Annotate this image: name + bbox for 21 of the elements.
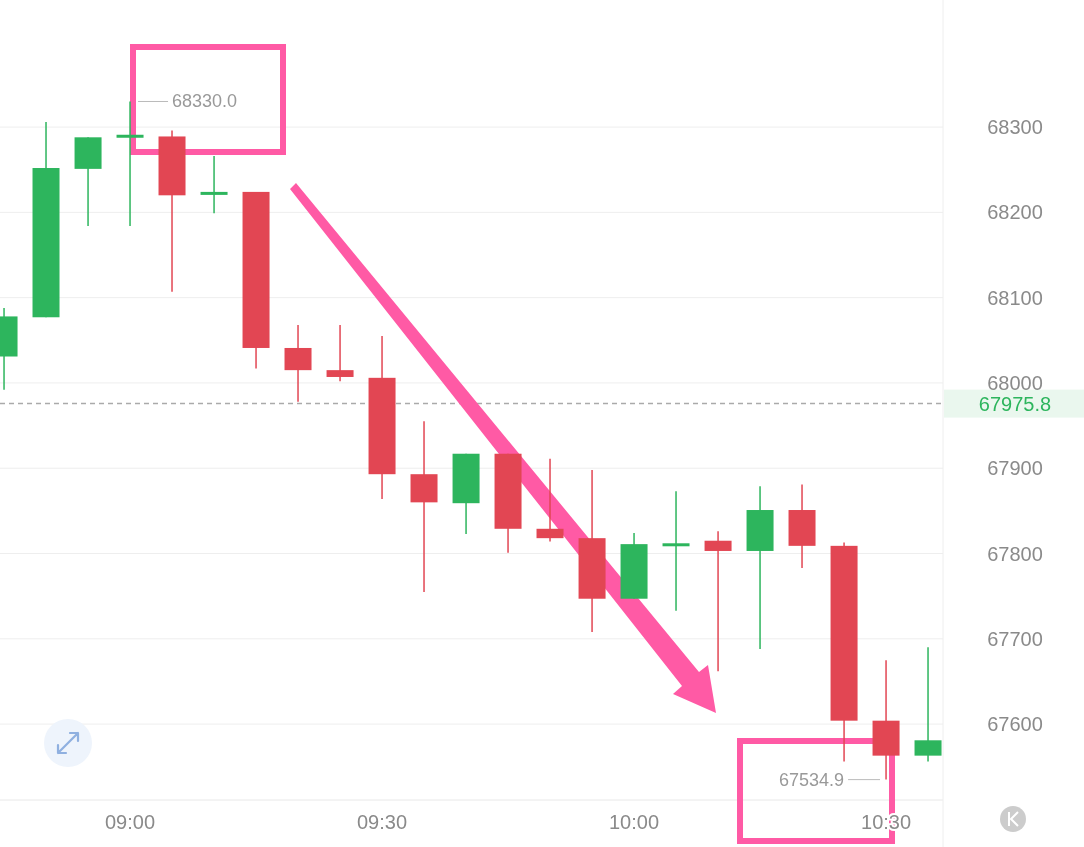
x-tick-label: 09:00 — [105, 811, 156, 833]
x-tick-label: 09:30 — [357, 811, 408, 833]
candlestick — [116, 100, 144, 227]
y-tick-label: 68200 — [987, 201, 1043, 224]
y-tick-label: 68000 — [987, 371, 1043, 394]
candlestick — [914, 646, 942, 763]
candlestick — [200, 155, 228, 214]
candlestick — [662, 490, 690, 612]
y-tick-label: 67700 — [987, 627, 1043, 650]
y-tick-label: 68300 — [987, 116, 1043, 139]
y-tick-label: 68100 — [987, 286, 1043, 309]
y-tick-label: 67900 — [987, 457, 1043, 480]
annotation: 67534.9 — [778, 769, 845, 790]
ref-line-label: 67975.8 — [978, 392, 1052, 415]
candlestick — [704, 530, 732, 672]
y-tick-label: 67800 — [987, 542, 1043, 565]
y-tick-label: 67600 — [987, 713, 1043, 736]
annotation: 68330.0 — [172, 91, 238, 112]
candlestick — [536, 458, 564, 543]
candlestick — [326, 324, 354, 382]
x-tick-label: 10:00 — [609, 811, 660, 833]
